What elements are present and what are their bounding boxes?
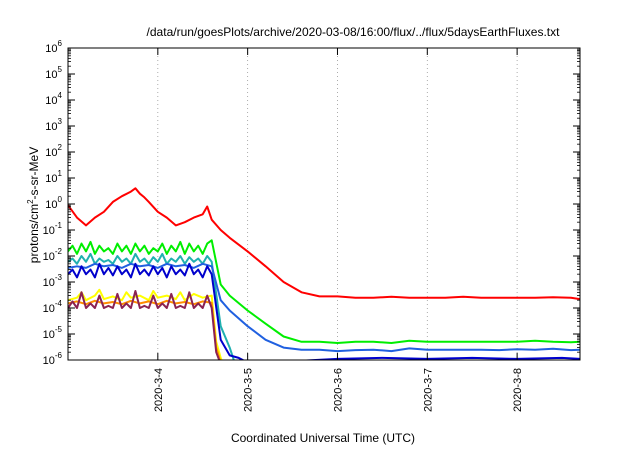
- y-tick-label: 105: [45, 65, 62, 81]
- y-axis-title-base: protons/cm: [27, 204, 41, 263]
- data-series-line: [68, 262, 580, 353]
- y-tick-label-exp: 4: [58, 91, 63, 100]
- y-axis-title: protons/cm2-s-sr-MeV: [26, 147, 41, 263]
- data-series-line: [68, 299, 221, 360]
- y-tick-label-exp: 5: [58, 65, 63, 74]
- y-tick-label-base: 10: [43, 277, 55, 289]
- data-series-line: [68, 239, 580, 344]
- x-tick-label: 2020-3-7: [422, 368, 434, 412]
- x-tick-label: 2020-3-8: [512, 368, 524, 412]
- y-tick-label-exp: 1: [58, 169, 63, 178]
- y-tick-label: 103: [45, 117, 62, 133]
- y-tick-label-exp: 2: [58, 143, 63, 152]
- y-tick-label-base: 10: [43, 329, 55, 341]
- x-tick-label: 2020-3-5: [243, 368, 255, 412]
- y-tick-label: 10-4: [43, 299, 63, 315]
- y-tick-label-exp: -4: [55, 299, 63, 308]
- axis-layer: [67, 47, 581, 361]
- y-tick-label: 101: [45, 169, 62, 185]
- y-tick-label: 10-5: [43, 325, 63, 341]
- y-tick-label-base: 10: [45, 69, 57, 81]
- y-tick-label-exp: 3: [58, 117, 63, 126]
- y-tick-label-base: 10: [45, 121, 57, 133]
- y-tick-label-base: 10: [45, 147, 57, 159]
- tick-label-layer: 10-610-510-410-310-210-11001011021031041…: [43, 39, 524, 412]
- y-tick-label-exp: -3: [55, 273, 63, 282]
- y-tick-label-exp: -5: [55, 325, 63, 334]
- y-axis-title-sup: 2: [26, 199, 35, 204]
- y-tick-label: 10-2: [43, 247, 63, 263]
- y-axis-title-rest: -s-sr-MeV: [27, 147, 41, 200]
- y-tick-label-exp: -1: [55, 221, 63, 230]
- y-tick-label: 102: [45, 143, 62, 159]
- y-tick-label-exp: 0: [58, 195, 63, 204]
- data-series-line: [68, 187, 580, 301]
- y-tick-label: 10-6: [43, 351, 63, 367]
- y-tick-label-exp: -2: [55, 247, 63, 256]
- plot-frame: [67, 47, 581, 361]
- x-tick-label: 2020-3-6: [332, 368, 344, 412]
- y-tick-label: 10-1: [43, 221, 63, 237]
- y-tick-label-base: 10: [45, 199, 57, 211]
- y-tick-label-base: 10: [45, 173, 57, 185]
- y-tick-label-exp: -6: [55, 351, 63, 360]
- x-axis-title: Coordinated Universal Time (UTC): [231, 431, 415, 445]
- series-layer: [68, 187, 580, 360]
- data-series-line: [68, 252, 235, 360]
- y-tick-label: 10-3: [43, 273, 63, 289]
- chart-title: /data/run/goesPlots/archive/2020-03-08/1…: [147, 25, 561, 39]
- data-series-line: [68, 288, 223, 360]
- y-tick-label: 104: [45, 91, 62, 107]
- y-tick-label-base: 10: [43, 251, 55, 263]
- y-tick-label-base: 10: [43, 303, 55, 315]
- y-tick-label: 100: [45, 195, 62, 211]
- data-series-line: [68, 290, 221, 360]
- y-tick-label-base: 10: [43, 355, 55, 367]
- y-tick-label-exp: 6: [58, 39, 63, 48]
- y-tick-label-base: 10: [45, 95, 57, 107]
- y-tick-label: 106: [45, 39, 62, 55]
- y-tick-label-base: 10: [45, 43, 57, 55]
- x-tick-label: 2020-3-4: [153, 368, 165, 412]
- y-tick-label-base: 10: [43, 225, 55, 237]
- data-series-line: [68, 262, 580, 360]
